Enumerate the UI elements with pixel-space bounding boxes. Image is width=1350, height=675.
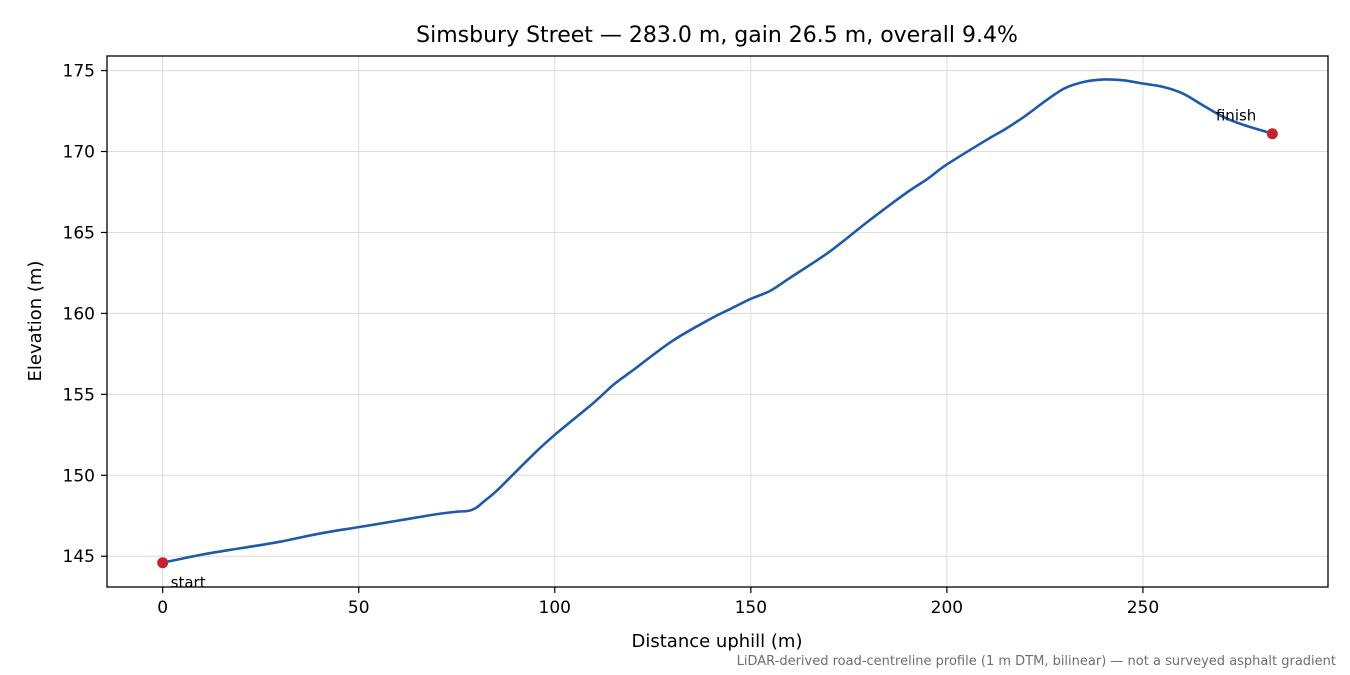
x-tick-label-3: 150 bbox=[735, 598, 767, 618]
grid bbox=[107, 56, 1328, 587]
y-tick-label-5: 170 bbox=[63, 143, 95, 163]
y-tick-label-6: 175 bbox=[63, 62, 95, 82]
x-tick-label-0: 0 bbox=[157, 598, 168, 618]
y-tick-label-2: 155 bbox=[63, 385, 95, 405]
y-tick-label-0: 145 bbox=[63, 547, 95, 567]
chart-title: Simsbury Street — 283.0 m, gain 26.5 m, … bbox=[416, 23, 1018, 48]
marker-finish bbox=[1266, 128, 1278, 140]
series-line-0 bbox=[161, 78, 1274, 565]
y-axis-ticks: 145 150 155 160 165 170 175 bbox=[63, 62, 107, 567]
y-tick-label-4: 165 bbox=[63, 223, 95, 243]
y-tick-label-1: 150 bbox=[63, 466, 95, 486]
x-tick-label-2: 100 bbox=[539, 598, 571, 618]
footnote: LiDAR-derived road-centreline profile (1… bbox=[737, 654, 1336, 669]
x-tick-label-1: 50 bbox=[348, 598, 370, 618]
y-axis-label: Elevation (m) bbox=[25, 261, 46, 382]
marker-label-finish: finish bbox=[1216, 107, 1256, 125]
x-tick-label-5: 250 bbox=[1127, 598, 1159, 618]
x-tick-label-4: 200 bbox=[931, 598, 963, 618]
x-axis-label: Distance uphill (m) bbox=[632, 631, 803, 652]
x-axis-ticks: 0 50 100 150 200 250 bbox=[157, 587, 1159, 618]
plot-markers: start finish bbox=[157, 107, 1278, 592]
marker-start bbox=[157, 557, 169, 569]
y-tick-label-3: 160 bbox=[63, 304, 95, 324]
plot-frame bbox=[106, 55, 1329, 588]
marker-label-start: start bbox=[171, 574, 206, 592]
plot-series bbox=[161, 78, 1274, 565]
